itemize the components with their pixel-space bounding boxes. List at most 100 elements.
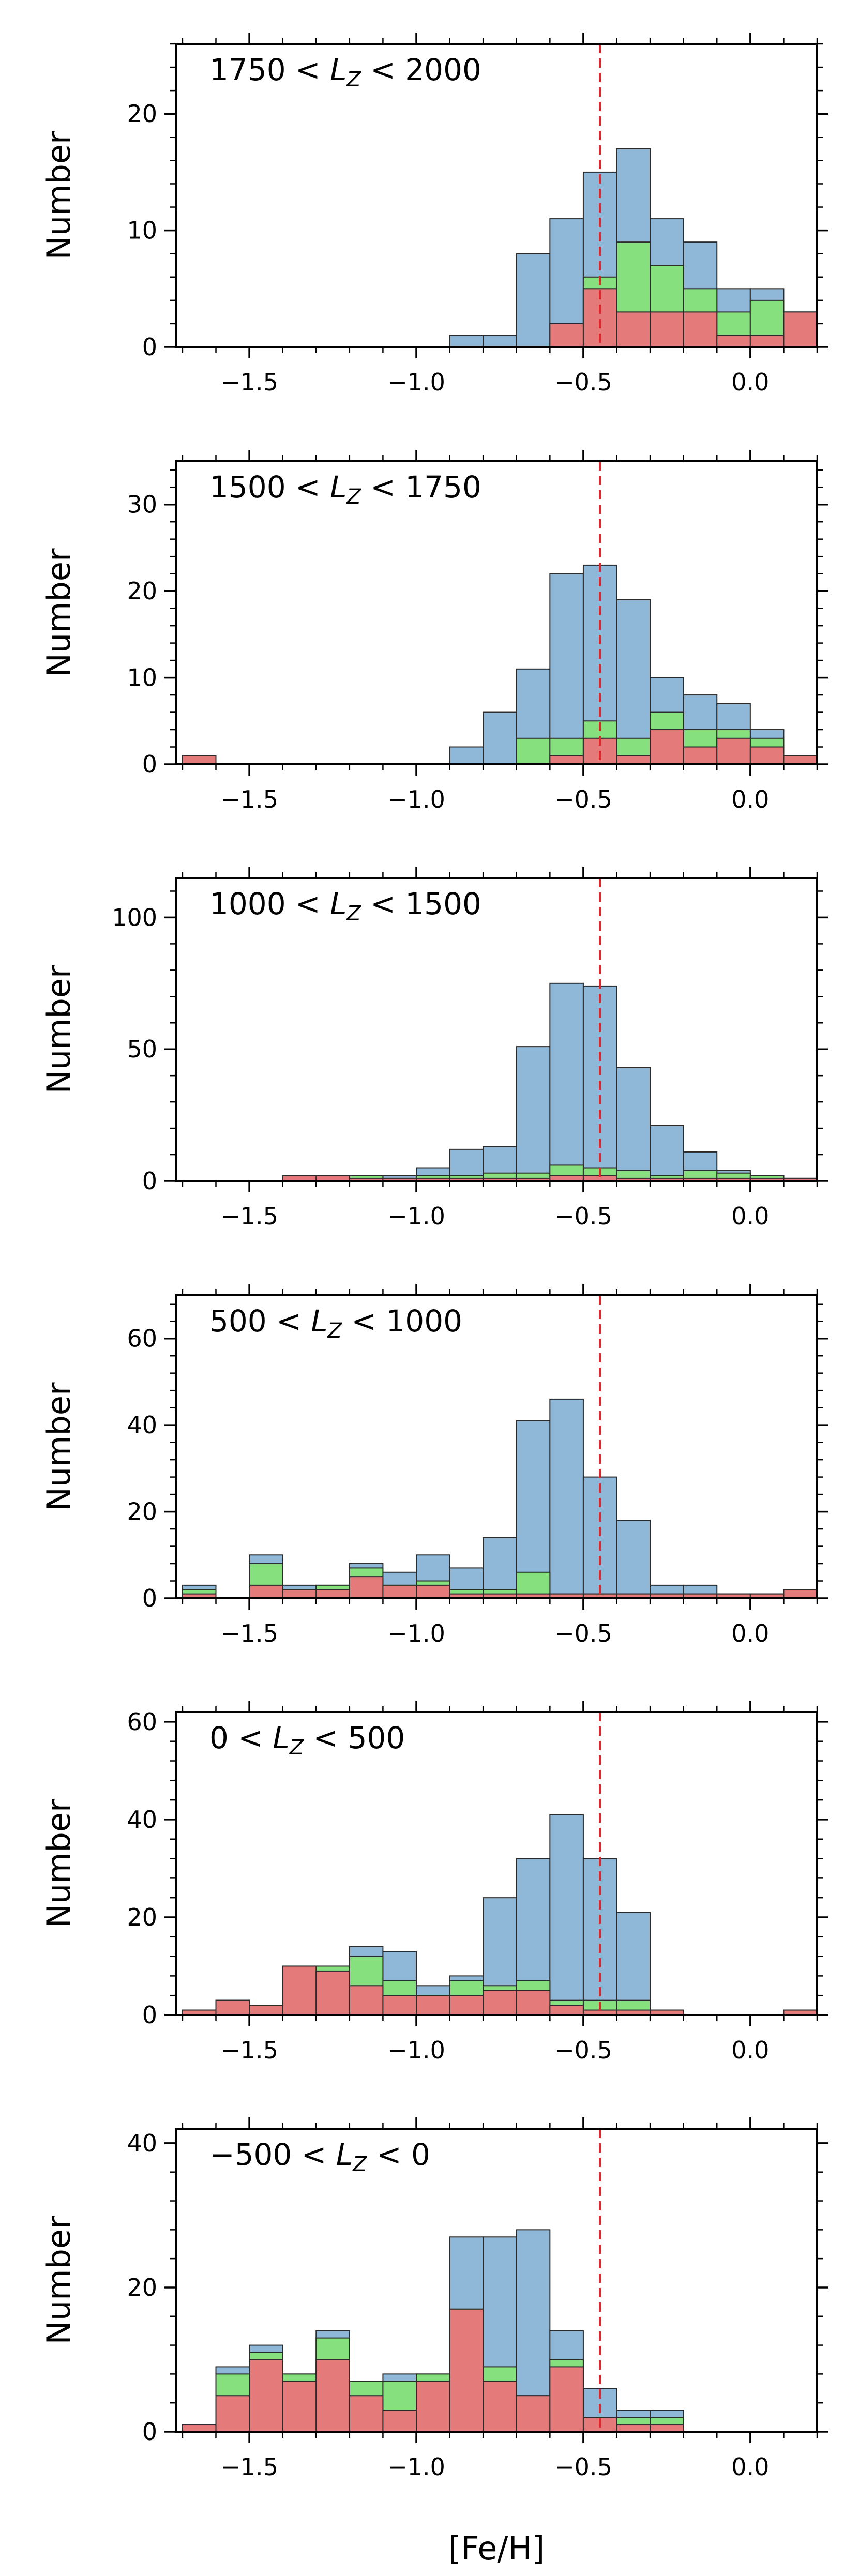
y-axis-title: Number	[40, 965, 78, 1094]
x-axis-title: [Fe/H]	[448, 2529, 545, 2567]
bar-red-bin-17	[749, 335, 785, 348]
y-tick-label: 40	[127, 1411, 157, 1439]
axes-frame	[175, 460, 818, 765]
x-tick-label: 0.0	[731, 368, 769, 396]
bar-red-bin-4	[315, 1589, 350, 1599]
bar-all-bin-10	[516, 1420, 551, 1599]
x-tick-label: −0.5	[554, 785, 612, 813]
bar-red-bin-15	[683, 311, 718, 348]
bar-all-bin-11	[549, 1814, 584, 2016]
panel-label: 0 < LZ < 500	[209, 1720, 405, 1760]
x-tick-label: −1.5	[220, 785, 278, 813]
x-tick-label: −1.5	[220, 368, 278, 396]
bar-red-bin-6	[382, 1995, 417, 2016]
bar-red-bin-9	[483, 1990, 517, 2016]
bar-red-bin-3	[282, 2381, 317, 2433]
x-tick-label: −0.5	[554, 1202, 612, 1230]
bar-all-bin-10	[516, 253, 551, 348]
y-tick-label: 0	[142, 1584, 157, 1612]
bar-red-bin-6	[382, 2410, 417, 2433]
bar-red-bin-11	[549, 755, 584, 765]
bar-red-bin-5	[349, 1985, 384, 2016]
x-tick-label: 0.0	[731, 2453, 769, 2481]
histogram-panel-5: −1.5 −1.0 −0.5 0.0 0 20 40 60 Number 0 < LZ < 500	[40, 1701, 828, 2064]
bar-red-bin-11	[549, 2366, 584, 2433]
bar-red-bin-2	[249, 2359, 283, 2432]
y-axis-title: Number	[40, 1382, 78, 1511]
bar-red-bin-14	[650, 729, 684, 765]
bar-red-bin-18	[783, 311, 818, 348]
y-tick-label: 20	[127, 2274, 157, 2301]
bar-red-bin-2	[249, 1584, 283, 1599]
y-tick-label: 30	[127, 491, 157, 519]
y-tick-label: 0	[142, 2001, 157, 2029]
x-tick-label: −1.0	[387, 785, 445, 813]
x-tick-label: −1.5	[220, 2453, 278, 2481]
y-tick-label: 20	[127, 1498, 157, 1526]
bar-red-bin-8	[449, 1995, 484, 2016]
axes-frame	[175, 43, 818, 348]
bar-all-bin-13	[616, 1520, 651, 1599]
bar-red-bin-8	[449, 2308, 484, 2433]
y-tick-label: 60	[127, 1325, 157, 1353]
bar-all-bin-9	[483, 335, 517, 348]
panel-label: 1750 < LZ < 2000	[209, 52, 481, 92]
bar-red-bin-4	[315, 1970, 350, 2016]
axes-frame	[175, 2128, 818, 2433]
y-axis-title: Number	[40, 131, 78, 260]
bar-red-bin-1	[215, 2395, 250, 2433]
bar-red-bin-13	[616, 311, 651, 348]
x-tick-label: −1.0	[387, 2453, 445, 2481]
histogram-panel-2: −1.5 −1.0 −0.5 0.0 0 10 20 30 Number 1500 < LZ < …	[40, 450, 828, 813]
x-tick-label: −0.5	[554, 368, 612, 396]
y-tick-label: 0	[142, 333, 157, 361]
axes-frame	[175, 1294, 818, 1599]
bar-red-bin-11	[549, 323, 584, 348]
bar-red-bin-18	[783, 755, 818, 765]
bar-all-bin-8	[449, 746, 484, 765]
bar-red-bin-5	[349, 2395, 384, 2433]
y-tick-label: 40	[127, 1806, 157, 1833]
bar-all-bin-9	[483, 1537, 517, 1599]
panel-label: 1500 < LZ < 1750	[209, 469, 481, 509]
panel-label: 1000 < LZ < 1500	[209, 886, 481, 926]
bar-red-bin-16	[716, 335, 751, 348]
axes-frame	[175, 1711, 818, 2016]
bar-red-bin-3	[282, 1965, 317, 2016]
bar-red-bin-2	[249, 2005, 283, 2016]
y-tick-label: 10	[127, 217, 157, 245]
y-tick-label: 0	[142, 750, 157, 778]
y-tick-label: 60	[127, 1708, 157, 1736]
y-tick-label: 50	[127, 1035, 157, 1063]
bar-red-bin-10	[516, 1990, 551, 2016]
bar-red-bin-16	[716, 737, 751, 765]
histogram-panel-6: −1.5 −1.0 −0.5 0.0 0 20 40 Number −500 < LZ < 0	[40, 2117, 828, 2481]
x-tick-label: 0.0	[731, 1619, 769, 1647]
x-tick-label: −1.0	[387, 1619, 445, 1647]
y-tick-label: 10	[127, 664, 157, 692]
y-tick-label: 0	[142, 2418, 157, 2446]
bar-red-bin-15	[683, 746, 718, 765]
bar-red-bin-6	[382, 1584, 417, 1599]
bar-red-bin-1	[215, 1999, 250, 2016]
bar-red-bin-0	[182, 2424, 217, 2433]
y-axis-title: Number	[40, 1799, 78, 1928]
panel-label: −500 < LZ < 0	[209, 2137, 430, 2176]
panel-label: 500 < LZ < 1000	[209, 1304, 462, 1343]
bar-red-bin-11	[549, 2005, 584, 2016]
bar-red-bin-7	[416, 2381, 450, 2433]
x-tick-label: 0.0	[731, 1202, 769, 1230]
bar-all-bin-13	[616, 1912, 651, 2016]
bar-all-bin-11	[549, 573, 584, 765]
x-tick-label: −1.0	[387, 1202, 445, 1230]
bar-red-bin-7	[416, 1995, 450, 2016]
bar-red-bin-4	[315, 2359, 350, 2432]
bar-red-bin-5	[349, 1576, 384, 1599]
bar-red-bin-17	[749, 746, 785, 765]
y-axis-title: Number	[40, 2216, 78, 2345]
bar-all-bin-10	[516, 1046, 551, 1181]
bar-red-bin-13	[616, 2424, 651, 2433]
y-tick-label: 20	[127, 1903, 157, 1931]
y-tick-label: 40	[127, 2129, 157, 2157]
bar-all-bin-11	[549, 1398, 584, 1599]
